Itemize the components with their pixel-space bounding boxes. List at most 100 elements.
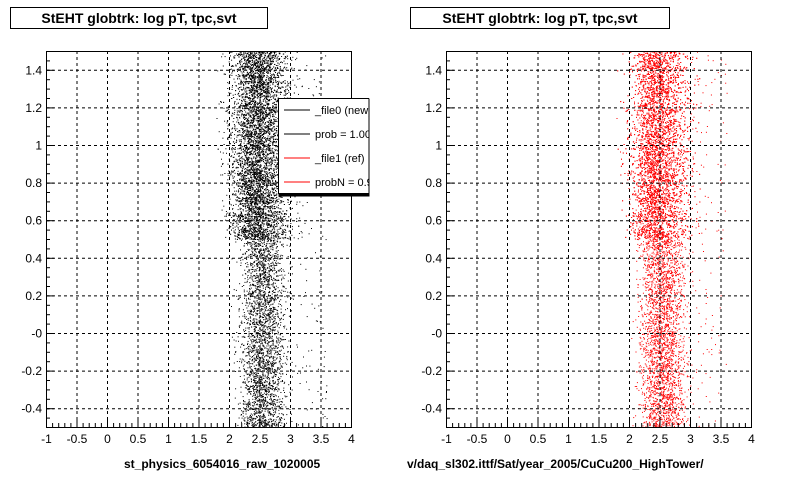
scatter-point xyxy=(252,77,254,79)
scatter-point xyxy=(252,136,254,137)
scatter-point xyxy=(266,65,268,67)
scatter-point xyxy=(253,55,255,57)
scatter-point xyxy=(243,114,245,115)
scatter-point xyxy=(244,123,246,125)
scatter-point xyxy=(258,144,260,146)
scatter-point xyxy=(287,201,289,203)
scatter-point xyxy=(269,113,270,115)
scatter-point xyxy=(281,225,283,227)
scatter-point xyxy=(252,139,254,141)
scatter-point xyxy=(251,205,253,207)
scatter-point xyxy=(250,233,252,235)
scatter-point xyxy=(231,59,233,61)
scatter-point xyxy=(268,179,270,181)
scatter-point xyxy=(241,161,243,163)
scatter-point xyxy=(232,163,234,165)
scatter-point xyxy=(232,177,234,179)
scatter-point xyxy=(267,72,269,74)
scatter-point xyxy=(248,225,250,227)
scatter-point xyxy=(220,101,222,103)
scatter-point xyxy=(246,114,248,116)
scatter-point xyxy=(268,53,270,55)
scatter-point xyxy=(240,95,242,97)
scatter-point xyxy=(261,174,263,175)
scatter-point xyxy=(222,152,224,154)
scatter-point xyxy=(250,54,252,56)
scatter-point xyxy=(261,119,263,121)
scatter-point xyxy=(265,188,267,190)
scatter-point xyxy=(251,185,253,187)
scatter-point xyxy=(288,90,289,92)
scatter-point xyxy=(267,192,269,194)
scatter-point xyxy=(262,86,264,88)
scatter-point xyxy=(238,159,240,161)
scatter-point xyxy=(296,75,298,77)
scatter-point xyxy=(262,153,264,155)
scatter-point xyxy=(225,215,227,217)
scatter-point xyxy=(244,125,246,127)
scatter-point xyxy=(267,71,269,73)
scatter-point xyxy=(274,219,276,221)
scatter-point xyxy=(240,234,242,236)
scatter-point xyxy=(269,161,271,163)
scatter-point xyxy=(278,87,280,89)
scatter-point xyxy=(241,97,243,99)
scatter-point xyxy=(274,215,276,217)
scatter-point xyxy=(271,81,272,82)
scatter-point xyxy=(255,106,257,108)
scatter-point xyxy=(276,171,277,173)
scatter-point xyxy=(262,216,264,218)
scatter-point xyxy=(258,191,260,193)
scatter-point xyxy=(257,73,259,75)
scatter-point xyxy=(260,136,262,138)
scatter-point xyxy=(247,158,249,160)
scatter-point xyxy=(225,110,227,112)
scatter-point xyxy=(272,180,274,182)
scatter-point xyxy=(249,110,251,112)
scatter-point xyxy=(273,211,275,213)
scatter-point xyxy=(262,115,264,117)
scatter-point xyxy=(280,196,282,198)
scatter-point xyxy=(274,132,276,134)
scatter-point xyxy=(273,164,275,166)
scatter-point xyxy=(266,233,268,235)
scatter-point xyxy=(260,238,262,240)
scatter-point xyxy=(263,151,265,153)
scatter-point xyxy=(251,181,253,183)
scatter-point xyxy=(284,90,286,92)
scatter-point xyxy=(246,167,248,169)
scatter-point xyxy=(236,121,238,123)
scatter-point xyxy=(256,72,258,74)
scatter-point xyxy=(234,238,236,240)
scatter-point xyxy=(249,220,251,222)
scatter-point xyxy=(262,80,264,82)
scatter-point xyxy=(248,109,250,111)
scatter-point xyxy=(278,212,280,213)
scatter-point xyxy=(273,200,275,201)
scatter-point xyxy=(251,166,253,168)
scatter-point xyxy=(245,55,247,57)
scatter-point xyxy=(275,110,277,112)
scatter-point xyxy=(242,104,244,106)
scatter-point xyxy=(261,103,263,105)
scatter-point xyxy=(282,229,284,231)
scatter-point xyxy=(251,95,253,97)
scatter-point xyxy=(274,98,276,100)
scatter-point xyxy=(261,204,263,206)
scatter-point xyxy=(241,72,243,74)
scatter-point xyxy=(238,88,240,90)
scatter-point xyxy=(268,57,270,59)
scatter-point xyxy=(246,97,248,98)
scatter-point xyxy=(236,196,238,198)
scatter-point xyxy=(268,147,270,149)
scatter-point xyxy=(258,128,260,130)
scatter-point xyxy=(278,219,280,221)
scatter-point xyxy=(239,185,241,187)
scatter-point xyxy=(242,186,244,188)
scatter-point xyxy=(266,56,268,58)
scatter-point xyxy=(264,184,266,186)
scatter-point xyxy=(256,86,257,88)
scatter-point xyxy=(263,129,265,131)
scatter-point xyxy=(268,236,269,238)
scatter-point xyxy=(268,162,270,164)
